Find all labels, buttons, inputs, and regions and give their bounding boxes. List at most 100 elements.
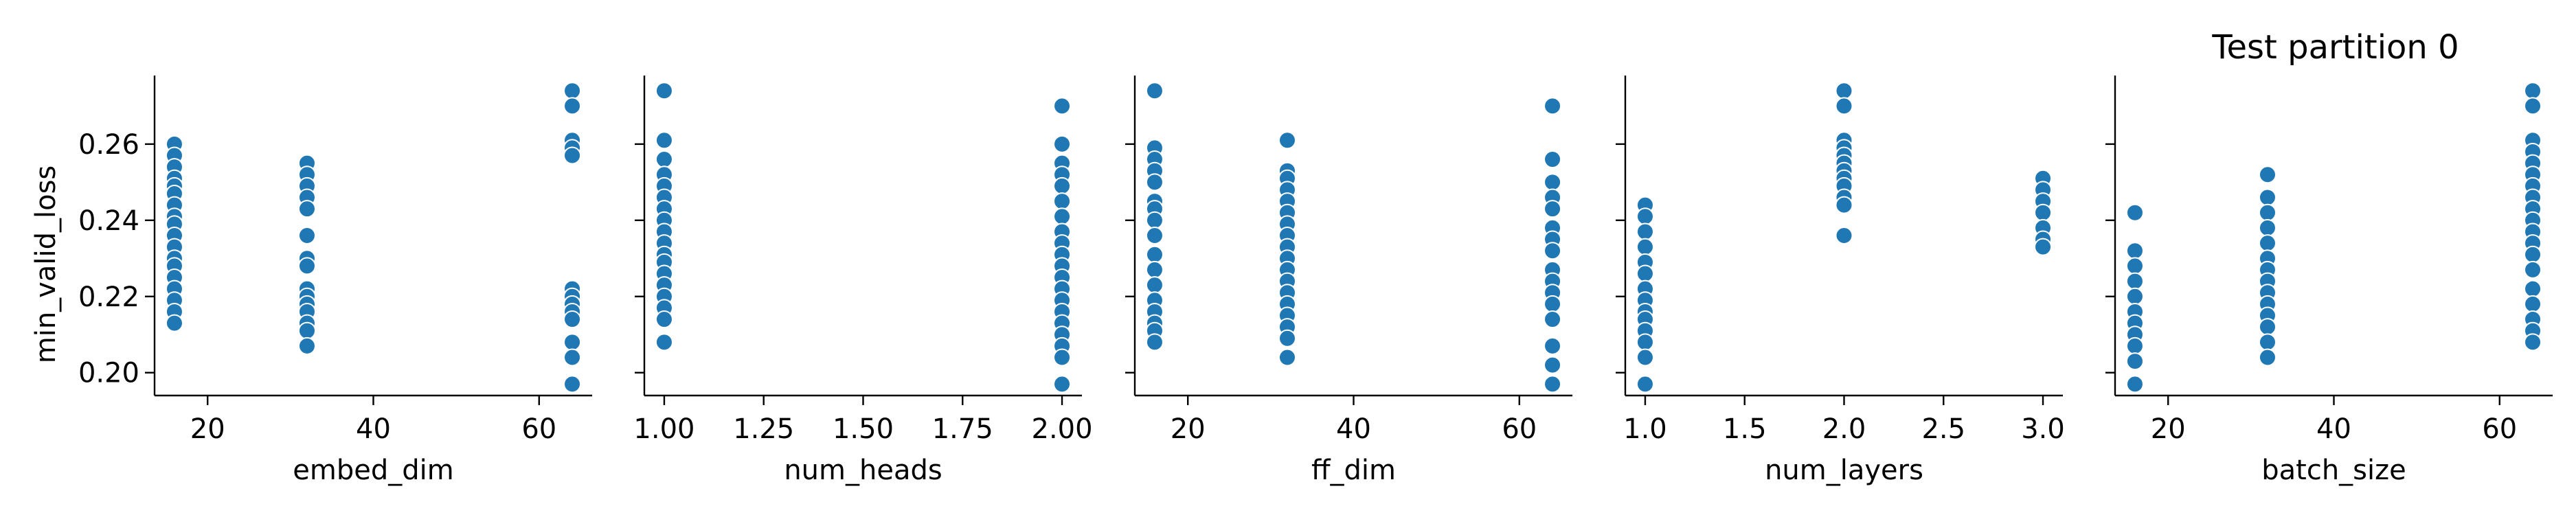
data-point: [1145, 333, 1164, 352]
x-tick-label: 1.75: [932, 413, 993, 445]
data-point: [563, 375, 582, 393]
data-point: [1636, 207, 1654, 226]
x-tick-label: 60: [521, 413, 556, 445]
data-point: [2258, 203, 2276, 222]
data-point: [2034, 203, 2053, 222]
x-tick-label: 1.00: [633, 413, 694, 445]
data-point: [1835, 227, 1853, 244]
data-point: [2258, 348, 2276, 367]
x-tick-label: 1.5: [1723, 413, 1767, 445]
data-point: [2524, 333, 2542, 352]
data-point: [1053, 135, 1072, 153]
x-tick-label: 2.0: [1822, 413, 1866, 445]
data-point: [2524, 260, 2542, 279]
data-point: [655, 333, 673, 352]
data-point: [297, 227, 316, 244]
x-axis-label: batch_size: [2261, 455, 2406, 486]
data-point: [1278, 329, 1296, 347]
y-axis-label: min_valid_loss: [30, 165, 62, 364]
data-point: [1835, 196, 1853, 214]
data-point: [2125, 287, 2144, 306]
data-point: [1636, 238, 1654, 256]
data-point: [2125, 203, 2144, 222]
data-point: [2524, 245, 2542, 264]
data-point: [1544, 310, 1562, 329]
data-point: [2524, 279, 2542, 298]
subplot-embed_dim: 0.20 0.22 0.24 0.26 20 40 60 embed_dim: [78, 76, 592, 486]
data-point: [1636, 375, 1654, 393]
data-point: [1053, 176, 1072, 195]
data-point: [165, 314, 183, 332]
data-point: [297, 200, 316, 218]
subplot-ff_dim: 20 40 60 ff_dim: [1125, 76, 1572, 486]
data-point: [297, 336, 316, 355]
data-point: [1636, 348, 1654, 367]
data-point: [1053, 97, 1072, 115]
x-axis-label: num_heads: [784, 455, 942, 486]
data-point: [1544, 150, 1562, 169]
data-point: [655, 82, 673, 100]
x-tick-label: 2.5: [1921, 413, 1965, 445]
data-point: [1636, 333, 1654, 352]
data-point: [1145, 276, 1164, 295]
data-point: [2258, 318, 2276, 336]
subplot-batch_size: 20 40 60 batch_size: [2105, 76, 2553, 486]
x-tick-label: 60: [1502, 413, 1537, 445]
data-point: [563, 333, 582, 352]
data-point: [1835, 97, 1853, 115]
data-point: [1544, 173, 1562, 192]
data-point: [2125, 272, 2144, 290]
x-tick-label: 2.00: [1032, 413, 1093, 445]
figure-title: Test partition 0: [2211, 28, 2459, 67]
data-point: [1544, 336, 1562, 355]
y-tick-label: 0.22: [78, 282, 139, 313]
x-tick-label: 20: [190, 413, 225, 445]
data-point: [1145, 211, 1164, 229]
data-point: [2125, 352, 2144, 371]
x-tick-label: 40: [2316, 413, 2351, 445]
data-point: [1636, 222, 1654, 241]
x-tick-label: 1.25: [733, 413, 794, 445]
data-point: [655, 310, 673, 329]
data-point: [1053, 207, 1072, 226]
x-tick-label: 20: [2151, 413, 2186, 445]
x-axis-label: num_layers: [1765, 455, 1923, 486]
data-point: [1544, 97, 1562, 115]
data-point: [297, 257, 316, 275]
subplot-num_layers: 1.0 1.5 2.0 2.5 3.0 num_layers: [1616, 76, 2065, 486]
data-point: [563, 82, 582, 100]
x-tick-label: 40: [1336, 413, 1371, 445]
data-point: [1145, 82, 1164, 100]
data-point: [1145, 245, 1164, 264]
data-point: [1145, 227, 1164, 244]
data-point: [1544, 375, 1562, 393]
data-point: [563, 97, 582, 115]
data-point: [2258, 333, 2276, 352]
data-point: [1544, 200, 1562, 218]
data-point: [1053, 348, 1072, 367]
data-point: [2258, 218, 2276, 237]
x-tick-label: 1.50: [833, 413, 894, 445]
data-point: [655, 150, 673, 169]
x-tick-label: 20: [1171, 413, 1206, 445]
data-point: [1145, 260, 1164, 279]
x-tick-label: 1.0: [1623, 413, 1667, 445]
data-point: [2258, 234, 2276, 253]
data-point: [1278, 131, 1296, 150]
x-axis-label: ff_dim: [1311, 455, 1396, 486]
x-tick-label: 3.0: [2021, 413, 2065, 445]
data-point: [2125, 375, 2144, 393]
data-point: [2524, 295, 2542, 313]
x-tick-label: 60: [2482, 413, 2517, 445]
data-point: [1544, 242, 1562, 260]
x-axis-label: embed_dim: [293, 455, 453, 486]
y-tick-label: 0.20: [78, 358, 139, 389]
data-point: [2524, 97, 2542, 115]
data-point: [1544, 356, 1562, 374]
data-point: [563, 348, 582, 367]
data-point: [1145, 173, 1164, 192]
data-point: [563, 310, 582, 329]
data-point: [2258, 165, 2276, 184]
